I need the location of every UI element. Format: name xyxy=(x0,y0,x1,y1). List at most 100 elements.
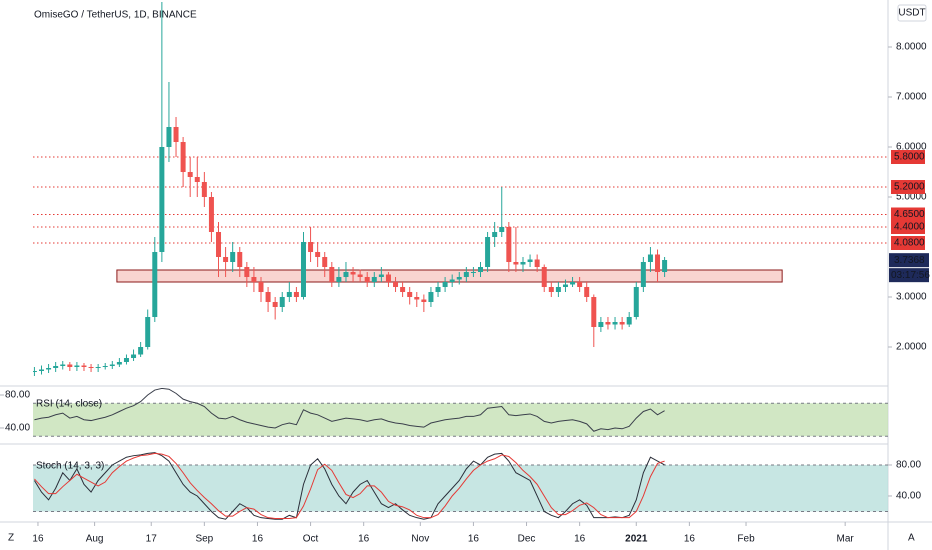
x-tick-label: Oct xyxy=(303,534,319,545)
candle-body xyxy=(329,267,335,282)
x-tick-label: Dec xyxy=(518,534,536,545)
rsi-title: RSI (14, close) xyxy=(36,399,102,410)
candle-body xyxy=(605,322,611,325)
candle-body xyxy=(74,365,80,367)
y-tick-label: 80.00 xyxy=(5,390,30,401)
x-tick-label: Feb xyxy=(737,534,755,545)
candle-body xyxy=(258,282,264,292)
candle-body xyxy=(322,257,328,267)
x-tick-label: Nov xyxy=(411,534,429,545)
candle-body xyxy=(180,142,186,172)
candle-body xyxy=(138,347,144,355)
candle-body xyxy=(357,274,363,277)
level-label-box xyxy=(891,180,925,194)
x-tick-label: 2021 xyxy=(625,534,648,545)
candle-body xyxy=(123,358,129,362)
candle-body xyxy=(393,282,399,287)
stoch-d-line xyxy=(34,452,665,519)
x-tick-label: 16 xyxy=(252,534,264,545)
candle-body xyxy=(265,292,271,302)
candle-body xyxy=(655,254,661,272)
candle-body xyxy=(548,287,554,292)
level-label-box xyxy=(891,236,925,250)
candle-body xyxy=(53,366,59,368)
candle-body xyxy=(336,277,342,282)
candle-body xyxy=(513,262,519,265)
candle-body xyxy=(166,127,172,147)
candle-body xyxy=(350,272,356,275)
candle-body xyxy=(619,322,625,325)
candle-body xyxy=(315,252,321,257)
candle-body xyxy=(95,367,101,368)
candle-body xyxy=(428,292,434,302)
currency-box[interactable] xyxy=(897,4,927,22)
y-tick-label: 40.00 xyxy=(5,423,30,434)
candle-body xyxy=(46,368,52,370)
x-tick-label: Sep xyxy=(195,534,213,545)
x-tick-label: 16 xyxy=(358,534,370,545)
candle-body xyxy=(159,147,165,252)
indicator-band xyxy=(33,403,888,437)
axes: 16 Aug 17 Sep 16 Oct 16 Nov 16 Dec 16 2021 16 Feb Mar 2… xyxy=(0,42,930,545)
candle-body xyxy=(272,302,278,307)
y-tick-label: 2.0000 xyxy=(896,342,927,353)
rsi-line xyxy=(34,388,665,432)
candle-body xyxy=(371,277,377,282)
candle-body xyxy=(435,287,441,292)
candle-body xyxy=(527,259,533,262)
candle-body xyxy=(385,274,391,282)
x-tick-label: Aug xyxy=(86,534,104,545)
x-tick-label: 16 xyxy=(468,534,480,545)
candle-body xyxy=(364,277,370,282)
stoch-k-line xyxy=(33,452,665,520)
candle-body xyxy=(633,287,639,317)
countdown-label: 03:17:56 xyxy=(891,270,930,281)
candle-body xyxy=(194,177,200,182)
candle-body xyxy=(591,297,597,327)
candle-body xyxy=(626,317,632,325)
candle-body xyxy=(300,242,306,297)
candle-body xyxy=(562,284,568,287)
stoch-title: Stoch (14, 3, 3) xyxy=(36,461,104,472)
y-tick-label: 5.0000 xyxy=(896,192,927,203)
level-label-box xyxy=(891,207,925,222)
scale-button[interactable]: Z xyxy=(8,533,14,544)
candle-body xyxy=(662,260,668,272)
candle-body xyxy=(506,227,512,262)
stoch-pane xyxy=(33,452,888,520)
candle-body xyxy=(584,287,590,297)
candle-body xyxy=(407,292,413,297)
indicator-band xyxy=(33,464,888,512)
candle-body xyxy=(251,277,257,282)
scale-button[interactable]: A xyxy=(908,533,915,544)
candle-body xyxy=(378,274,384,277)
candle-body xyxy=(152,252,158,317)
candle-body xyxy=(343,272,349,277)
level-label: 5.2000 xyxy=(894,182,925,193)
candle-body xyxy=(81,365,87,367)
candle-body xyxy=(478,267,484,272)
candle-body xyxy=(187,172,193,177)
candle-body xyxy=(442,282,448,287)
candle-body xyxy=(308,242,314,252)
candle-body xyxy=(38,369,44,371)
main-pane xyxy=(33,1,888,376)
candle-body xyxy=(244,267,250,277)
candle-body xyxy=(463,272,469,277)
x-tick-label: Mar xyxy=(837,534,855,545)
candle-body xyxy=(612,322,618,325)
candle-body xyxy=(520,262,526,265)
level-label: 4.4000 xyxy=(894,222,925,233)
candle-body xyxy=(421,299,427,302)
candle-body xyxy=(60,364,66,366)
candle-body xyxy=(230,252,236,262)
candle-body xyxy=(88,367,94,368)
y-tick-label: 3.0000 xyxy=(896,292,927,303)
chart-title: OmiseGO / TetherUS, 1D, BINANCE xyxy=(34,10,197,21)
countdown-box xyxy=(889,268,929,283)
candle-body xyxy=(400,287,406,292)
level-label-box xyxy=(891,150,925,164)
candle-body xyxy=(208,197,214,232)
candle-body xyxy=(131,354,137,358)
